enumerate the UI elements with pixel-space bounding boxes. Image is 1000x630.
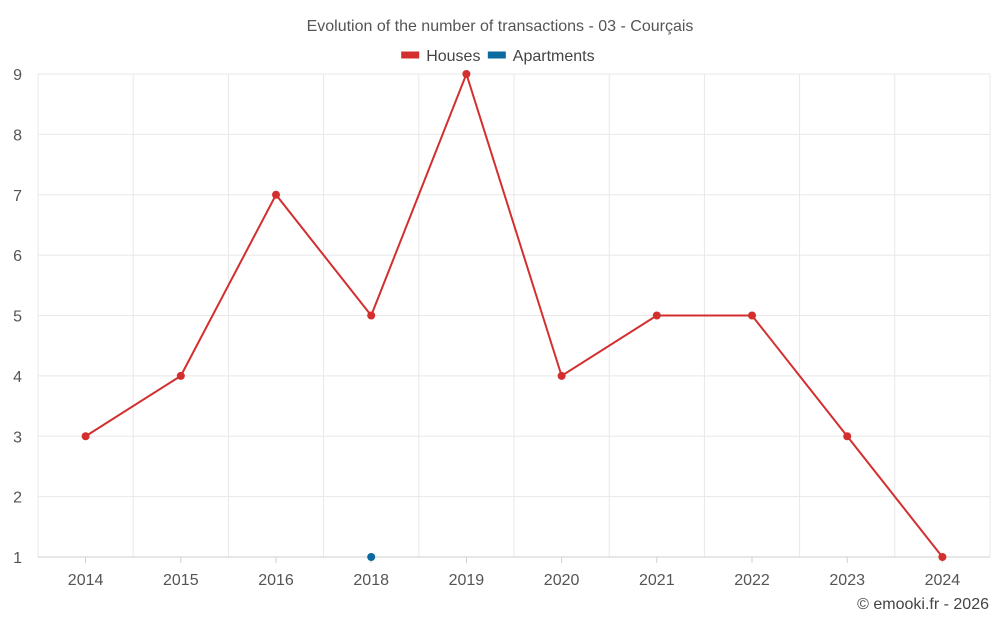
x-tick-label: 2020 [544, 572, 580, 589]
x-tick-label: 2022 [734, 572, 770, 589]
x-tick-label: 2023 [829, 572, 865, 589]
x-tick-label: 2015 [163, 572, 199, 589]
data-point-houses[interactable] [652, 311, 661, 320]
y-tick-label: 6 [13, 248, 22, 265]
legend[interactable]: Houses Apartments [401, 48, 595, 65]
series-line-houses [85, 71, 944, 558]
y-tick-label: 4 [13, 369, 22, 386]
legend-swatch [401, 51, 420, 59]
data-point-houses[interactable] [81, 432, 90, 441]
y-tick-label: 7 [13, 188, 22, 205]
y-tick-label: 3 [13, 429, 22, 446]
x-tick-label: 2014 [68, 572, 104, 589]
x-tick-label: 2018 [353, 572, 389, 589]
axes: 1 2 3 4 5 6 7 8 9 2014 2015 2016 2018 2019 2020 2021 202… [13, 67, 990, 589]
series-layer [81, 70, 947, 561]
data-point-apartments[interactable] [367, 553, 376, 561]
data-point-houses[interactable] [938, 553, 947, 561]
x-tick-label: 2024 [925, 572, 961, 589]
y-tick-label: 1 [13, 550, 22, 567]
data-point-houses[interactable] [843, 432, 852, 441]
legend-swatch [487, 51, 506, 59]
y-tick-label: 2 [13, 490, 22, 507]
legend-label: Apartments [513, 48, 595, 65]
y-tick-label: 8 [13, 127, 22, 144]
data-point-houses[interactable] [462, 70, 471, 78]
legend-label: Houses [426, 48, 480, 65]
x-tick-label: 2019 [449, 572, 485, 589]
legend-item-apartments[interactable]: Apartments [487, 48, 595, 65]
data-point-houses[interactable] [557, 371, 566, 380]
grid [37, 73, 991, 557]
data-point-houses[interactable] [176, 371, 185, 380]
y-tick-label: 9 [13, 67, 22, 84]
data-point-houses[interactable] [272, 190, 280, 199]
chart-title: Evolution of the number of transactions … [307, 18, 694, 35]
credit-text: © emooki.fr - 2026 [857, 596, 989, 613]
x-tick-label: 2021 [639, 572, 675, 589]
y-tick-label: 5 [13, 309, 22, 326]
x-tick-label: 2016 [258, 572, 294, 589]
data-point-houses[interactable] [748, 311, 756, 320]
legend-item-houses[interactable]: Houses [401, 48, 480, 65]
data-point-houses[interactable] [367, 311, 376, 320]
